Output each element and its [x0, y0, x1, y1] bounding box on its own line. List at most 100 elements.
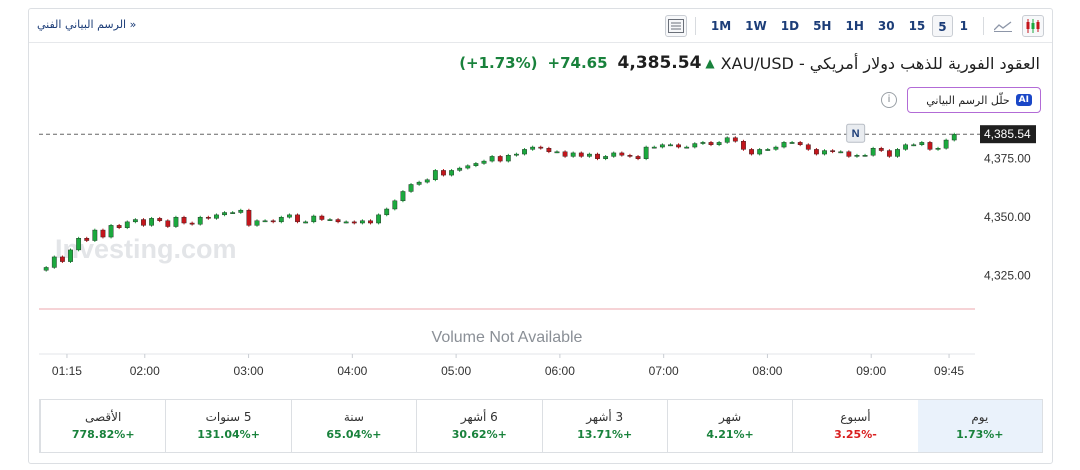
- price-chart[interactable]: Investing.com N 4,375.00 4,350.00 4,325.00…: [29, 9, 1054, 389]
- candle-body: [830, 150, 836, 152]
- technical-chart-link[interactable]: الرسم البياني الفني »: [37, 18, 137, 31]
- x-tick-label: 07:00: [649, 364, 679, 378]
- period-label: 5 سنوات: [205, 410, 252, 424]
- candle-body: [886, 150, 892, 157]
- candle-body: [903, 144, 908, 150]
- candle-body: [376, 214, 382, 224]
- timeframe-1W[interactable]: 1W: [745, 19, 767, 33]
- table-icon[interactable]: [664, 15, 687, 37]
- candle-body: [854, 155, 860, 157]
- candle-body: [643, 146, 649, 159]
- candle-body: [368, 220, 373, 224]
- analyze-chart-label: حلّل الرسم البياني: [926, 93, 1010, 107]
- instrument-header: (+1.73%) +74.65 4,385.54 ▲ XAU/USD - الع…: [459, 53, 1040, 73]
- period-performance: يوم +1.73% أسبوع -3.25% شهر +4.21% 3 أشهر +1…: [39, 399, 1043, 453]
- timeframe-1[interactable]: 1: [959, 19, 968, 33]
- x-tick-label: 08:00: [752, 364, 782, 378]
- candles: [43, 132, 957, 272]
- candle-body: [222, 212, 227, 216]
- candle-body: [822, 150, 827, 155]
- candle-body: [603, 156, 609, 159]
- up-arrow-icon: ▲: [705, 56, 715, 70]
- candle-body: [327, 219, 333, 221]
- timeframe-5[interactable]: 5: [932, 15, 953, 37]
- y-tick-label: 4,350.00: [984, 210, 1031, 224]
- period-value: +778.82%: [71, 428, 135, 441]
- candle-body: [205, 216, 211, 219]
- area-chart-icon[interactable]: [992, 15, 1014, 37]
- candle-body: [246, 209, 252, 226]
- period-value: +1.73%: [956, 428, 1004, 441]
- candle-body: [862, 155, 868, 157]
- candle-body: [473, 163, 479, 166]
- period-cell[interactable]: شهر +4.21%: [666, 400, 792, 452]
- period-value: -3.25%: [834, 428, 877, 441]
- news-marker-label: N: [852, 128, 860, 140]
- period-label: 6 أشهر: [460, 410, 498, 424]
- period-cell[interactable]: الأقصى +778.82%: [40, 400, 165, 452]
- candle-body: [870, 148, 876, 156]
- analyze-chart-button[interactable]: حلّل الرسم البياني AI: [907, 87, 1041, 113]
- candle-body: [514, 153, 519, 156]
- candle-body: [489, 156, 495, 162]
- period-cell[interactable]: سنة +65.04%: [290, 400, 416, 452]
- period-cell[interactable]: 6 أشهر +30.62%: [416, 400, 541, 452]
- candle-body: [481, 160, 487, 164]
- candle-body: [116, 225, 122, 228]
- period-value: +131.04%: [197, 428, 260, 441]
- candle-body: [522, 149, 527, 155]
- news-marker: N: [846, 123, 866, 143]
- x-tick-label: 02:00: [130, 364, 160, 378]
- candle-body: [805, 144, 811, 150]
- candle-body: [60, 256, 65, 262]
- timeframe-1D[interactable]: 1D: [780, 19, 800, 33]
- candle-body: [700, 142, 706, 144]
- period-label: شهر: [718, 410, 742, 424]
- toolbar-divider: [694, 17, 696, 35]
- candle-body: [692, 143, 698, 148]
- toolbar-controls: 1M 1W 1D 5H 1H 30 15 5 1: [664, 14, 1044, 38]
- candle-body: [765, 149, 771, 151]
- candle-body: [789, 142, 795, 144]
- candle-body: [659, 144, 665, 148]
- candle-body: [132, 219, 138, 223]
- candle-body: [432, 170, 438, 180]
- candle-body: [749, 149, 754, 155]
- chart-card: الرسم البياني الفني » 1M 1W 1D 5H 1H 30 …: [28, 8, 1053, 464]
- candle-body: [757, 149, 763, 155]
- candle-body: [895, 149, 900, 157]
- candle-body: [781, 142, 787, 148]
- candle-body: [943, 139, 949, 149]
- period-label: سنة: [343, 410, 364, 424]
- timeframe-5H[interactable]: 5H: [813, 19, 832, 33]
- timeframe-15[interactable]: 15: [908, 19, 926, 33]
- timeframe-1H[interactable]: 1H: [845, 19, 864, 33]
- candle-body: [384, 208, 390, 216]
- candle-body: [676, 144, 681, 148]
- timeframe-30[interactable]: 30: [877, 19, 895, 33]
- period-cell[interactable]: يوم +1.73%: [917, 400, 1042, 452]
- last-price-tag-bg: [980, 125, 1036, 144]
- period-cell[interactable]: 5 سنوات +131.04%: [165, 400, 290, 452]
- toolbar-divider: [983, 17, 984, 35]
- timeframe-1M[interactable]: 1M: [710, 19, 732, 33]
- candle-body: [773, 146, 779, 150]
- candle-body: [157, 218, 163, 221]
- candle-body: [627, 155, 633, 157]
- candle-body: [181, 216, 187, 224]
- candle-body: [335, 219, 341, 223]
- candle-body: [351, 221, 357, 224]
- candle-body: [846, 151, 852, 157]
- candle-body: [311, 215, 317, 223]
- volume-unavailable-text: Volume Not Available: [432, 329, 583, 346]
- candle-body: [76, 238, 82, 251]
- period-cell[interactable]: 3 أشهر +13.71%: [541, 400, 667, 452]
- candlestick-icon[interactable]: [1022, 15, 1044, 37]
- period-cell[interactable]: أسبوع -3.25%: [792, 400, 917, 452]
- candle-body: [319, 215, 325, 220]
- change-percent: (+1.73%): [459, 54, 538, 72]
- info-icon[interactable]: i: [881, 92, 897, 108]
- candle-body: [724, 137, 730, 143]
- candle-body: [554, 151, 560, 154]
- candle-body: [238, 209, 244, 213]
